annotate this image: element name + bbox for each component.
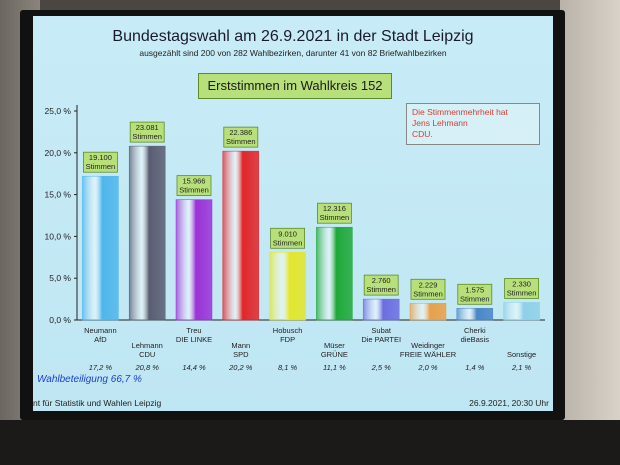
candidate-name-label: Hobusch — [273, 326, 303, 335]
vote-count-label: 23.081 — [136, 123, 159, 132]
page-subtitle: ausgezählt sind 200 von 282 Wahlbezirken… — [139, 48, 447, 58]
y-tick-label: 10,0 % — [45, 231, 72, 241]
candidate-name-label: Mann — [231, 341, 250, 350]
percent-label: 20,8 % — [135, 363, 160, 372]
vote-count-label: 2.760 — [372, 276, 391, 285]
page-title: Bundestagswahl am 26.9.2021 in der Stadt… — [112, 28, 474, 45]
vote-unit-label: Stimmen — [226, 137, 256, 146]
vote-label-box — [223, 126, 259, 148]
room-wall-right — [560, 0, 620, 465]
vote-label-box — [457, 283, 493, 305]
percent-label: 2,1 % — [511, 363, 532, 372]
y-tick-label: 5,0 % — [49, 273, 71, 283]
vote-label-box — [363, 274, 399, 296]
bar — [409, 303, 447, 321]
footer-timestamp: 26.9.2021, 20:30 Uhr — [469, 398, 549, 408]
party-label: AfD — [94, 335, 107, 344]
party-label: CDU — [139, 350, 155, 359]
candidate-name-label: Cherki — [464, 326, 486, 335]
vote-label-box — [410, 278, 446, 300]
bar — [269, 252, 306, 321]
bar — [175, 199, 213, 321]
candidate-name-label: Neumann — [84, 326, 117, 335]
y-tick-label: 0,0 % — [49, 315, 71, 325]
vote-count-label: 9.010 — [278, 229, 297, 238]
vote-unit-label: Stimmen — [179, 186, 209, 195]
percent-label: 8,1 % — [278, 363, 298, 372]
party-label: dieBasis — [461, 335, 490, 344]
candidate-name-label: Subat — [371, 326, 392, 335]
vote-unit-label: Stimmen — [320, 213, 350, 222]
candidate-name-label: Treu — [186, 326, 201, 335]
vote-unit-label: Stimmen — [366, 285, 396, 294]
vote-count-label: 2.330 — [512, 279, 531, 288]
vote-label-box — [176, 175, 212, 197]
constituency-label: Erststimmen im Wahlkreis 152 — [198, 73, 392, 99]
party-label: GRÜNE — [321, 350, 348, 359]
percent-label: 2,0 % — [417, 363, 438, 372]
vote-label-box — [129, 121, 165, 143]
vote-count-label: 15.966 — [183, 177, 206, 186]
percent-label: 20,2 % — [228, 363, 253, 372]
majority-note: Die Stimmenmehrheit hat Jens Lehmann CDU… — [406, 103, 540, 145]
vote-count-label: 1.575 — [465, 285, 484, 294]
vote-count-label: 22.386 — [229, 128, 252, 137]
bar — [456, 308, 494, 321]
party-label: SPD — [233, 350, 249, 359]
majority-note-line1: Die Stimmenmehrheit hat — [412, 107, 508, 117]
majority-note-line3: CDU. — [412, 129, 433, 139]
bar — [503, 302, 540, 321]
vote-count-label: 12.316 — [323, 204, 346, 213]
vote-label-box — [83, 151, 118, 173]
vote-label-box — [504, 278, 540, 299]
vote-label-box — [316, 202, 352, 224]
bar — [82, 175, 119, 321]
vote-unit-label: Stimmen — [86, 162, 116, 171]
y-tick-label: 25,0 % — [45, 106, 72, 116]
bar — [362, 298, 400, 321]
party-label: DIE LINKE — [176, 335, 212, 344]
bar — [222, 150, 260, 321]
percent-label: 2,5 % — [371, 363, 392, 372]
party-label: Sonstige — [507, 350, 536, 359]
percent-label: 17,2 % — [89, 363, 113, 372]
y-tick-label: 15,0 % — [45, 190, 72, 200]
bar-chart: 0,0 % 5,0 % 10,0 % 15,0 % 20,0 % 25,0 % 19.100… — [45, 105, 545, 372]
vote-unit-label: Stimmen — [413, 289, 443, 298]
candidate-name-label: Müser — [324, 341, 345, 350]
candidate-name-label: Weidinger — [411, 341, 445, 350]
footer-source: nt für Statistik und Wahlen Leipzig — [33, 398, 162, 408]
turnout-label: Wahlbeteiligung 66,7 % — [37, 374, 142, 385]
candidate-name-label: Lehmann — [132, 341, 163, 350]
percent-label: 14,4 % — [182, 363, 206, 372]
vote-count-label: 2.229 — [419, 280, 438, 289]
vote-unit-label: Stimmen — [507, 288, 537, 297]
party-label: FDP — [280, 335, 295, 344]
party-label: FREIE WÄHLER — [400, 350, 457, 359]
vote-unit-label: Stimmen — [132, 132, 162, 141]
bar — [128, 145, 166, 321]
projection-screen: Bundestagswahl am 26.9.2021 in der Stadt… — [33, 16, 553, 411]
vote-unit-label: Stimmen — [273, 238, 303, 247]
percent-label: 1,4 % — [465, 363, 485, 372]
vote-label-box — [270, 227, 306, 249]
party-label: Die PARTEI — [361, 335, 401, 344]
bar — [316, 226, 353, 321]
majority-note-line2: Jens Lehmann — [412, 118, 468, 128]
vote-unit-label: Stimmen — [460, 294, 490, 303]
percent-label: 11,1 % — [323, 363, 346, 372]
vote-count-label: 19.100 — [89, 153, 112, 162]
room-floor — [0, 420, 620, 465]
y-tick-label: 20,0 % — [45, 148, 72, 158]
